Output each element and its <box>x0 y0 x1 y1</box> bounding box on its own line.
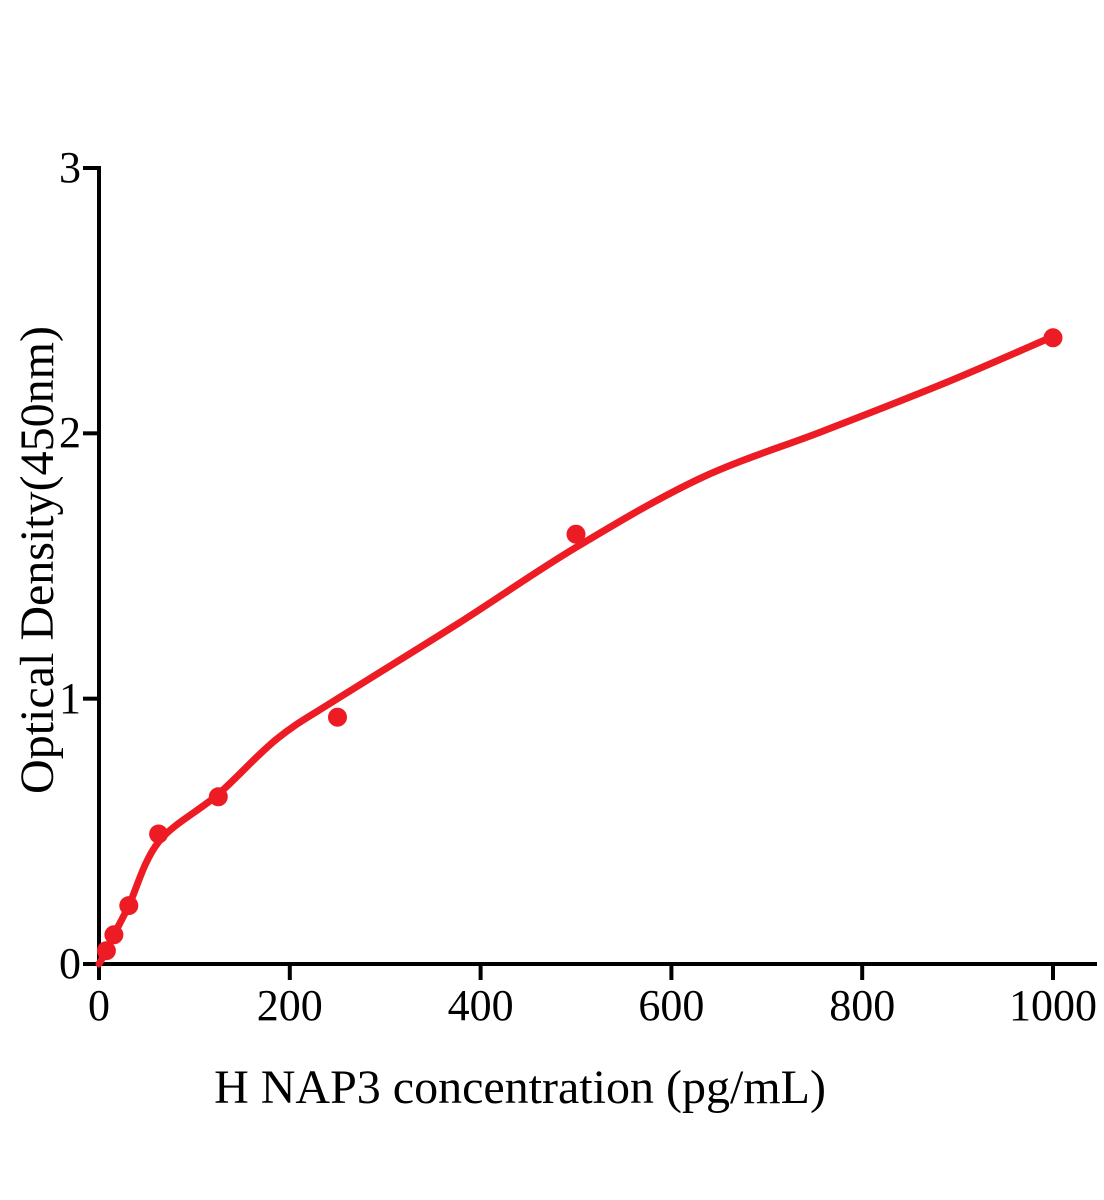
data-point <box>104 925 124 945</box>
data-point <box>149 824 169 844</box>
data-point <box>208 787 228 807</box>
y-tick-label: 3 <box>59 143 81 192</box>
x-axis-title: H NAP3 concentration (pg/mL) <box>214 1061 826 1114</box>
data-point <box>328 707 347 727</box>
y-tick-label: 0 <box>59 939 81 988</box>
data-point <box>119 896 139 916</box>
data-point <box>1043 328 1063 348</box>
x-tick-label: 600 <box>638 981 705 1030</box>
x-tick-label: 400 <box>447 981 514 1030</box>
x-tick-label: 0 <box>88 981 110 1030</box>
y-tick-label: 1 <box>59 673 81 723</box>
x-tick-label: 800 <box>829 981 896 1030</box>
y-axis-title: Optical Density(450nm) <box>11 326 64 794</box>
fit-curve <box>95 333 1057 968</box>
data-point <box>96 941 116 961</box>
data-point <box>566 524 586 544</box>
x-tick-label: 200 <box>256 981 323 1030</box>
y-tick-label: 2 <box>59 408 81 458</box>
x-tick-label: 1000 <box>1009 981 1097 1030</box>
